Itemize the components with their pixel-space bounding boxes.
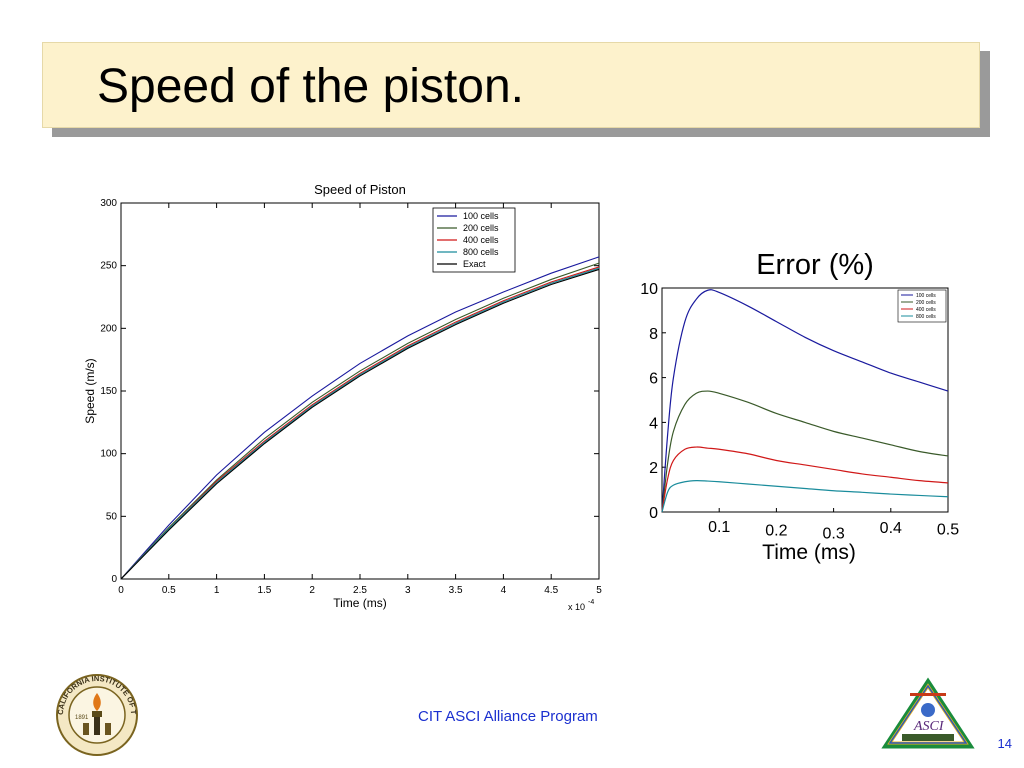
slide-title: Speed of the piston.: [97, 60, 524, 113]
title-bar: Speed of the piston.: [42, 42, 980, 128]
chart1-plot-area: [120, 202, 600, 580]
chart2-y-tick-label: 10: [640, 281, 658, 298]
chart1-legend-label: 400 cells: [463, 235, 499, 245]
chart1-y-tick-label: 100: [100, 449, 117, 460]
chart1-y-tick-label: 0: [111, 574, 117, 585]
chart1-x-tick-label: 0: [118, 585, 124, 596]
chart1-x-multiplier-exp: -4: [588, 599, 594, 606]
chart1-y-tick-label: 200: [100, 323, 117, 334]
chart2-y-tick-label: 2: [649, 460, 658, 477]
chart2-y-tick-label: 6: [649, 371, 658, 388]
chart1-x-multiplier: x 10: [568, 602, 585, 612]
chart2-plot-area: [661, 287, 949, 513]
chart2-title: Error (%): [756, 249, 874, 281]
footer-program: CIT ASCI Alliance Program: [418, 708, 598, 725]
chart1-x-tick-label: 1.5: [257, 585, 271, 596]
chart1-legend-label: 200 cells: [463, 223, 499, 233]
chart1-series-line: [120, 256, 600, 580]
chart1-legend-label: 100 cells: [463, 211, 499, 221]
chart2-legend-label: 100 cells: [916, 293, 936, 299]
chart1-x-tick-label: 3: [405, 585, 411, 596]
chart2-x-tick-label: 0.1: [708, 519, 730, 536]
chart1-x-tick-label: 1: [214, 585, 220, 596]
chart1-title: Speed of Piston: [314, 182, 406, 197]
chart1-y-tick-label: 50: [106, 511, 118, 522]
chart2-legend-label: 200 cells: [916, 300, 936, 306]
chart1-legend-label: 800 cells: [463, 247, 499, 257]
chart2-x-tick-label: 0.3: [822, 526, 844, 543]
chart1-y-tick-label: 250: [100, 261, 117, 272]
chart1-y-axis-label: Speed (m/s): [83, 358, 97, 423]
chart1-x-tick-label: 2: [309, 585, 315, 596]
chart2-x-tick-label: 0.5: [937, 521, 959, 538]
chart1-series-line: [120, 266, 600, 580]
chart2-legend-label: 400 cells: [916, 307, 936, 313]
chart1-legend-label: Exact: [463, 259, 486, 269]
chart1-y-tick-label: 150: [100, 386, 117, 397]
chart1-series-line: [120, 267, 600, 580]
chart1-x-axis-label: Time (ms): [333, 596, 387, 610]
chart1-x-tick-label: 3.5: [449, 585, 463, 596]
chart2-series-line: [661, 446, 949, 513]
chart1-y-tick-label: 300: [100, 198, 117, 209]
chart2-legend-label: 800 cells: [916, 314, 936, 320]
chart1-x-tick-label: 4.5: [544, 585, 558, 596]
chart1-x-tick-label: 5: [596, 585, 602, 596]
chart1-x-tick-label: 2.5: [353, 585, 367, 596]
chart1-x-tick-label: 0.5: [162, 585, 176, 596]
chart2-x-tick-label: 0.2: [765, 523, 787, 540]
chart2-series-line: [661, 390, 949, 513]
chart2-series-line: [661, 480, 949, 513]
asci-logo-text: ASCI: [913, 719, 945, 734]
chart2-x-tick-label: 0.4: [880, 520, 902, 537]
chart2-series-line: [661, 289, 949, 513]
page-number: 14: [997, 736, 1012, 751]
chart1-x-tick-label: 4: [501, 585, 507, 596]
chart2-x-axis-label: Time (ms): [762, 541, 856, 564]
chart2-y-tick-label: 0: [649, 505, 658, 522]
chart2-y-tick-label: 4: [649, 415, 658, 432]
chart2-y-tick-label: 8: [649, 326, 658, 343]
seal-year: 1891: [75, 715, 89, 721]
chart1-series-line: [120, 268, 600, 580]
chart1-series-line: [120, 262, 600, 580]
